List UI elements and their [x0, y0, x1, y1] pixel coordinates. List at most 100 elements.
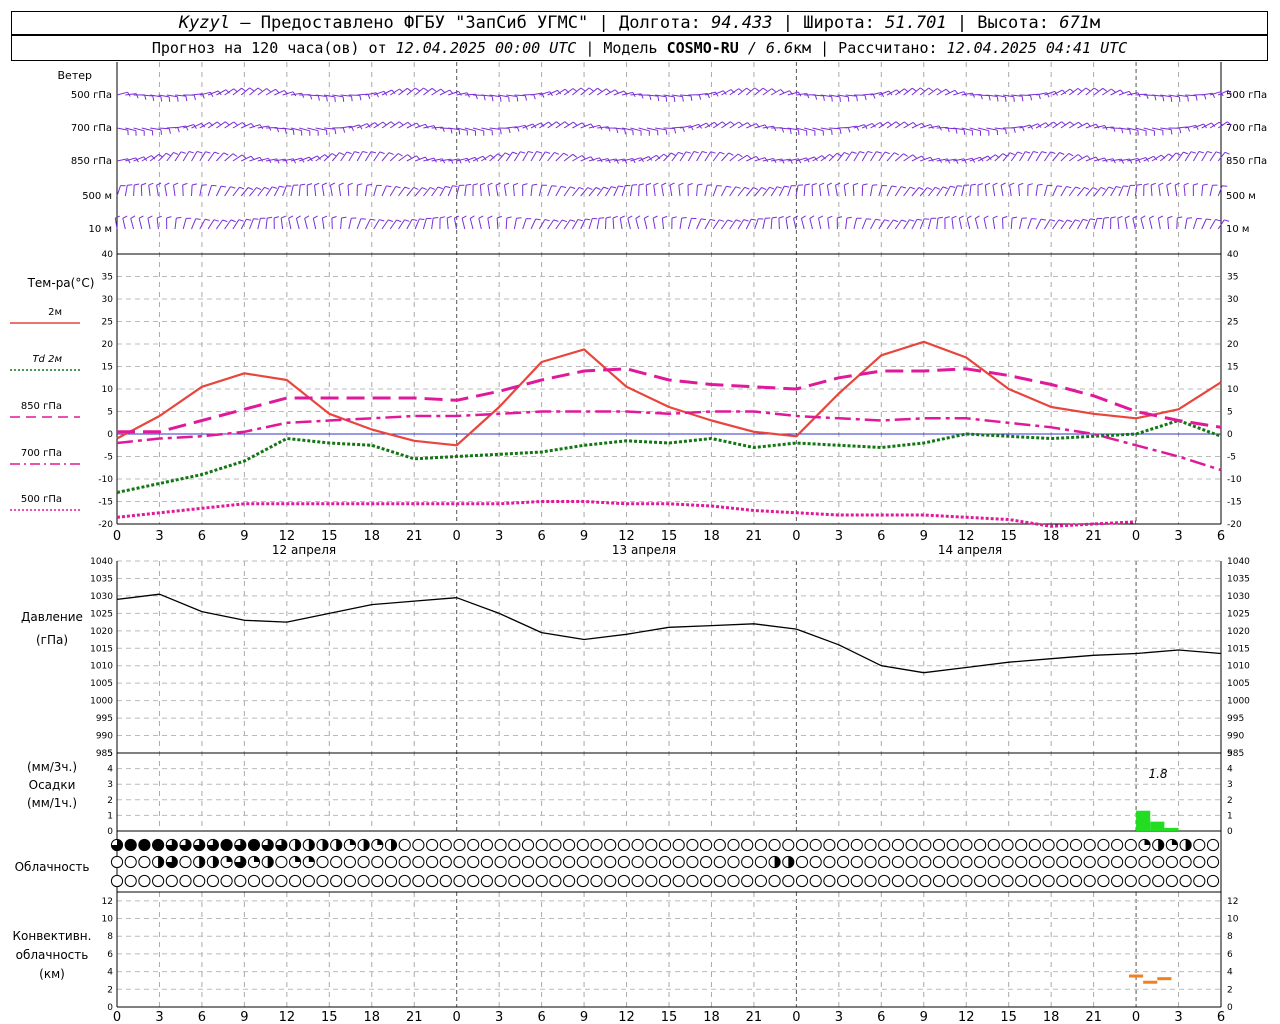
- wind-barb-staff: [646, 127, 658, 131]
- wind-barb-staff: [158, 94, 170, 98]
- wind-barb: [1077, 186, 1090, 197]
- pressure-ytick-right: 1015: [1227, 644, 1250, 654]
- x-tick-temp: 0: [792, 529, 800, 544]
- cloud-circle: [1193, 838, 1206, 852]
- wind-barb: [1036, 92, 1050, 98]
- wind-barb-staff: [282, 185, 287, 197]
- wind-barb: [1009, 182, 1015, 197]
- wind-barb-staff: [953, 158, 965, 162]
- wind-barb-staff: [290, 185, 294, 197]
- wind-barb-feather: [1067, 219, 1073, 223]
- wind-barb-staff: [720, 185, 727, 197]
- wind-barb: [745, 187, 759, 197]
- wind-barb: [1101, 217, 1110, 230]
- wind-barb-feather: [744, 186, 750, 190]
- wind-barb-staff: [1035, 218, 1042, 230]
- wind-barb: [605, 186, 617, 197]
- wind-barb-feather: [1206, 218, 1212, 221]
- pressure-ytick-right: 995: [1227, 714, 1244, 724]
- wind-barb: [166, 126, 180, 133]
- wind-barb-staff: [365, 122, 376, 129]
- cloud-circle: [686, 874, 699, 888]
- wind-barb-staff: [158, 127, 170, 130]
- wind-barb-staff: [638, 127, 650, 132]
- wind-barb: [1184, 124, 1199, 131]
- series-t2m: [116, 340, 1222, 447]
- wind-barb: [795, 93, 810, 99]
- cloud-fill: [275, 839, 287, 851]
- x-tick-temp: 3: [835, 529, 843, 544]
- cloud-circle: [617, 855, 631, 869]
- wind-barb-staff: [232, 87, 242, 96]
- wind-barb: [886, 89, 901, 96]
- wind-barb: [389, 153, 403, 162]
- wind-barb-staff: [804, 156, 815, 162]
- cloud-circle: [398, 855, 411, 869]
- wind-barb: [828, 152, 842, 162]
- x-tick-bottom: 15: [321, 1010, 338, 1024]
- series-t500: [116, 500, 1137, 528]
- wind-barb: [785, 215, 791, 230]
- cloud-circle: [645, 874, 658, 888]
- wind-barb: [1192, 183, 1199, 197]
- precip-ytick-left: 1: [107, 811, 113, 821]
- cloud-circle: [823, 855, 836, 869]
- wind-barb-feather: [276, 158, 280, 164]
- wind-barb-staff: [414, 87, 424, 96]
- wind-barb-staff: [853, 218, 858, 230]
- wind-barb-staff: [1060, 88, 1071, 96]
- wind-barb-feather: [1120, 158, 1125, 164]
- wind-barb-feather: [1170, 96, 1173, 102]
- x-tick-bottom: 9: [240, 1010, 248, 1024]
- subtitle-bar: Прогноз на 120 часа(ов) от 12.04.2025 00…: [11, 35, 1268, 61]
- wind-barb: [448, 127, 461, 135]
- cloud-circle: [1165, 855, 1179, 869]
- wind-barb: [627, 215, 633, 230]
- wind-barb-staff: [141, 155, 152, 162]
- wind-title: Ветер: [58, 69, 92, 82]
- wind-barb: [762, 125, 777, 132]
- wind-barb-staff: [1002, 152, 1011, 162]
- wind-barb-staff: [1217, 151, 1226, 162]
- wind-barb-staff: [638, 156, 649, 162]
- wind-barb-feather: [433, 217, 439, 219]
- wind-barb: [1143, 155, 1158, 162]
- wind-barb-feather: [313, 215, 318, 219]
- wind-barb: [389, 121, 404, 129]
- wind-barb-feather: [1061, 121, 1066, 126]
- wind-barb-staff: [1209, 185, 1213, 197]
- wind-barb: [1132, 215, 1138, 230]
- wind-barb-staff: [357, 93, 369, 96]
- wind-barb: [984, 182, 991, 197]
- wind-barb: [122, 215, 128, 230]
- wind-barb: [596, 88, 611, 96]
- wind-barb: [1193, 94, 1207, 100]
- wind-barb: [461, 215, 467, 230]
- wind-barb-staff: [944, 186, 951, 197]
- cloud-circle: [713, 874, 726, 888]
- wind-barb-staff: [671, 151, 679, 162]
- wind-barb-feather: [388, 152, 394, 156]
- resolution-unit: км: [793, 39, 812, 57]
- wind-barb-staff: [770, 89, 781, 96]
- wind-barb-staff: [1151, 127, 1163, 131]
- wind-barb-staff: [232, 219, 240, 230]
- wind-barb-staff: [770, 217, 773, 230]
- wind-barb: [671, 126, 685, 132]
- wind-barb-staff: [389, 88, 400, 96]
- cloud-circle: [1193, 855, 1206, 869]
- cloud-circle: [974, 874, 987, 888]
- wind-barb-staff: [282, 91, 294, 96]
- cloud-fill: [158, 856, 164, 868]
- cloud-circle: [727, 874, 740, 888]
- wind-barb-staff: [1052, 152, 1060, 162]
- wind-barb-feather: [673, 96, 676, 102]
- wind-barb-feather: [284, 128, 287, 134]
- wind-barb-staff: [489, 94, 501, 98]
- wind-barb: [653, 182, 659, 197]
- wind-barb-feather: [445, 185, 451, 189]
- wind-barb-staff: [1085, 87, 1095, 96]
- cloud-circle: [700, 874, 713, 888]
- wind-barb-staff: [1176, 94, 1188, 97]
- cloud-circle: [932, 838, 946, 852]
